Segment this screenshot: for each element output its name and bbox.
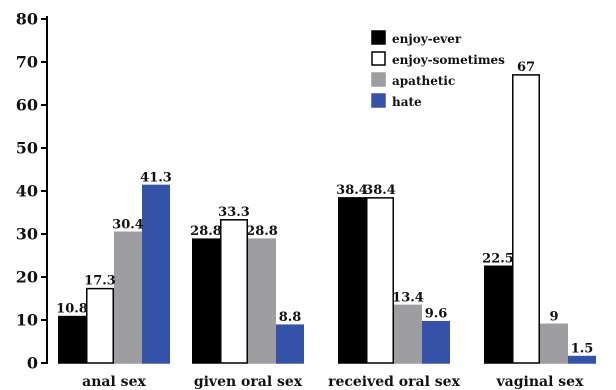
data-label: 13.4: [392, 290, 424, 305]
bar-enjoy-ever: [58, 315, 86, 364]
y-tick-label: 40: [16, 182, 38, 201]
bar-hate: [422, 320, 450, 364]
data-label: 8.8: [279, 310, 302, 325]
data-label: 17.3: [84, 274, 116, 289]
bar-apathetic: [540, 323, 568, 364]
legend-swatch: [371, 93, 386, 108]
data-label: 22.5: [482, 251, 514, 266]
bar-enjoy-sometimes: [512, 74, 540, 364]
data-label: 30.4: [112, 217, 144, 232]
bars-layer: [58, 74, 596, 364]
bar-enjoy-ever: [192, 238, 220, 364]
data-label: 38.4: [364, 183, 396, 198]
bar-hate: [568, 355, 596, 364]
legend-swatch: [371, 51, 386, 66]
y-tick-label: 20: [16, 268, 38, 287]
bar-enjoy-ever: [338, 197, 366, 364]
y-tick-label: 50: [16, 139, 38, 158]
y-tick-label: 10: [16, 311, 38, 330]
data-label: 1.5: [571, 342, 594, 357]
y-tick-label: 60: [16, 96, 38, 115]
y-tick-label: 80: [16, 10, 38, 29]
y-axis: 0 10 20 30 40 50 60 70 80: [16, 10, 48, 373]
x-category-label: received oral sex: [328, 374, 461, 390]
legend-swatch: [371, 30, 386, 45]
y-tick-label: 0: [27, 354, 38, 373]
data-label: 9: [549, 309, 558, 324]
bar-apathetic: [394, 304, 422, 364]
data-label: 10.8: [56, 302, 88, 317]
data-label: 38.4: [336, 183, 368, 198]
legend-label: enjoy-sometimes: [392, 53, 505, 67]
y-tick-label: 70: [16, 53, 38, 72]
legend-label: enjoy-ever: [392, 32, 462, 46]
bar-enjoy-sometimes: [86, 287, 114, 364]
x-category-label: anal sex: [82, 374, 146, 390]
data-label: 33.3: [218, 205, 250, 220]
data-label: 28.8: [190, 224, 222, 239]
bar-enjoy-ever: [484, 265, 512, 364]
legend-label: hate: [392, 95, 422, 109]
y-tick-label: 30: [16, 225, 38, 244]
x-category-label: vaginal sex: [496, 374, 585, 390]
x-axis-labels: anal sex given oral sex received oral sex v…: [82, 374, 584, 390]
bar-apathetic: [248, 238, 276, 364]
data-label: 67: [517, 60, 535, 75]
bar-hate: [276, 324, 304, 364]
legend: enjoy-ever enjoy-sometimes apathetic hate: [371, 30, 505, 109]
data-labels-layer: 10.8 28.8 38.4 22.5 17.3 33.3 38.4 67 30.4 28.8 13…: [56, 60, 593, 357]
legend-label: apathetic: [392, 74, 455, 88]
x-category-label: given oral sex: [194, 374, 303, 390]
data-label: 28.8: [246, 224, 278, 239]
legend-swatch: [371, 72, 386, 87]
bar-enjoy-sometimes: [366, 197, 394, 364]
data-label: 41.3: [140, 170, 172, 185]
data-label: 9.6: [425, 307, 448, 322]
bar-apathetic: [114, 231, 142, 364]
bar-enjoy-sometimes: [220, 219, 248, 364]
bar-hate: [142, 184, 170, 364]
